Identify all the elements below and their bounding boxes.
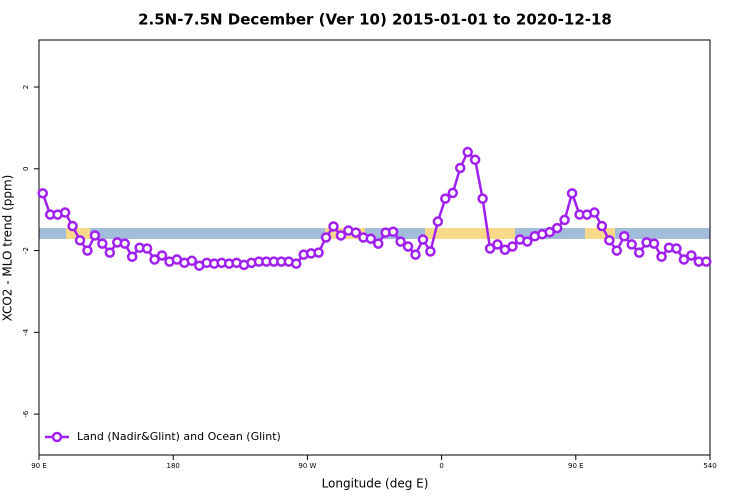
data-point: [589, 207, 600, 218]
y-tick-label: 0: [22, 167, 30, 171]
data-point: [37, 188, 48, 199]
data-point: [365, 233, 377, 244]
data-point: [671, 243, 682, 254]
chart-title: 2.5N-7.5N December (Ver 10) 2015-01-01 t…: [138, 11, 612, 29]
data-point: [447, 187, 459, 199]
data-point: [89, 230, 101, 241]
data-point: [566, 188, 578, 199]
data-point: [350, 227, 362, 238]
x-tick-label: 0: [439, 462, 443, 470]
data-point: [104, 247, 116, 258]
data-point: [596, 220, 608, 232]
data-point: [186, 255, 198, 267]
y-axis-label: XCO2 - MLO trend (ppm): [1, 175, 15, 322]
data-point: [67, 220, 78, 232]
x-axis-label: Longitude (deg E): [322, 477, 429, 491]
data-point: [335, 230, 347, 241]
data-point: [417, 234, 429, 245]
data-point: [387, 226, 399, 238]
data-point: [454, 162, 466, 174]
data-point: [82, 245, 93, 256]
data-point: [141, 243, 153, 254]
data-point: [59, 207, 71, 218]
data-point: [432, 216, 444, 227]
data-point: [619, 231, 630, 242]
data-point: [492, 239, 503, 250]
land-patch: [66, 228, 90, 239]
y-tick-label: -4: [22, 328, 30, 336]
data-point: [484, 243, 496, 254]
data-point: [633, 247, 645, 258]
data-point: [648, 238, 660, 249]
data-point: [410, 249, 421, 260]
data-point: [149, 254, 160, 265]
data-point: [402, 241, 414, 252]
ocean-band: [39, 228, 710, 239]
data-point: [656, 251, 667, 262]
data-point: [522, 236, 533, 247]
x-tick-label: 540: [703, 462, 716, 470]
data-point: [686, 250, 697, 261]
data-point: [395, 236, 406, 247]
data-point: [313, 247, 324, 258]
data-point: [551, 222, 563, 234]
data-point: [611, 245, 623, 256]
data-point: [328, 221, 339, 232]
data-point: [559, 214, 570, 226]
y-tick-label: -2: [22, 247, 30, 254]
data-point: [544, 226, 555, 238]
y-tick-label: 2: [22, 85, 30, 89]
land-patch: [425, 228, 515, 239]
data-point: [440, 193, 451, 204]
data-point: [604, 235, 615, 246]
data-point: [320, 232, 332, 243]
data-point: [97, 238, 108, 249]
x-tick-label: 90 E: [31, 462, 47, 470]
data-point: [469, 154, 481, 166]
data-point: [678, 254, 690, 265]
x-tick-label: 180: [167, 462, 180, 470]
data-point: [425, 246, 436, 257]
land-patch: [585, 228, 615, 239]
data-point: [126, 251, 138, 262]
plot-frame: [38, 39, 711, 456]
x-tick-label: 90 W: [298, 462, 316, 470]
data-point: [701, 256, 712, 267]
data-point: [626, 239, 637, 250]
y-tick-label: -6: [22, 410, 30, 418]
x-tick-label: 90 E: [568, 462, 584, 470]
legend-marker: [51, 431, 63, 443]
legend-label: Land (Nadir&Glint) and Ocean (Glint): [77, 430, 281, 443]
data-point: [462, 146, 473, 158]
data-point: [477, 193, 488, 204]
data-point: [507, 241, 518, 252]
data-point: [372, 238, 384, 249]
data-point: [156, 250, 168, 261]
data-point: [290, 258, 302, 269]
data-point: [119, 238, 130, 249]
data-point: [74, 235, 86, 246]
